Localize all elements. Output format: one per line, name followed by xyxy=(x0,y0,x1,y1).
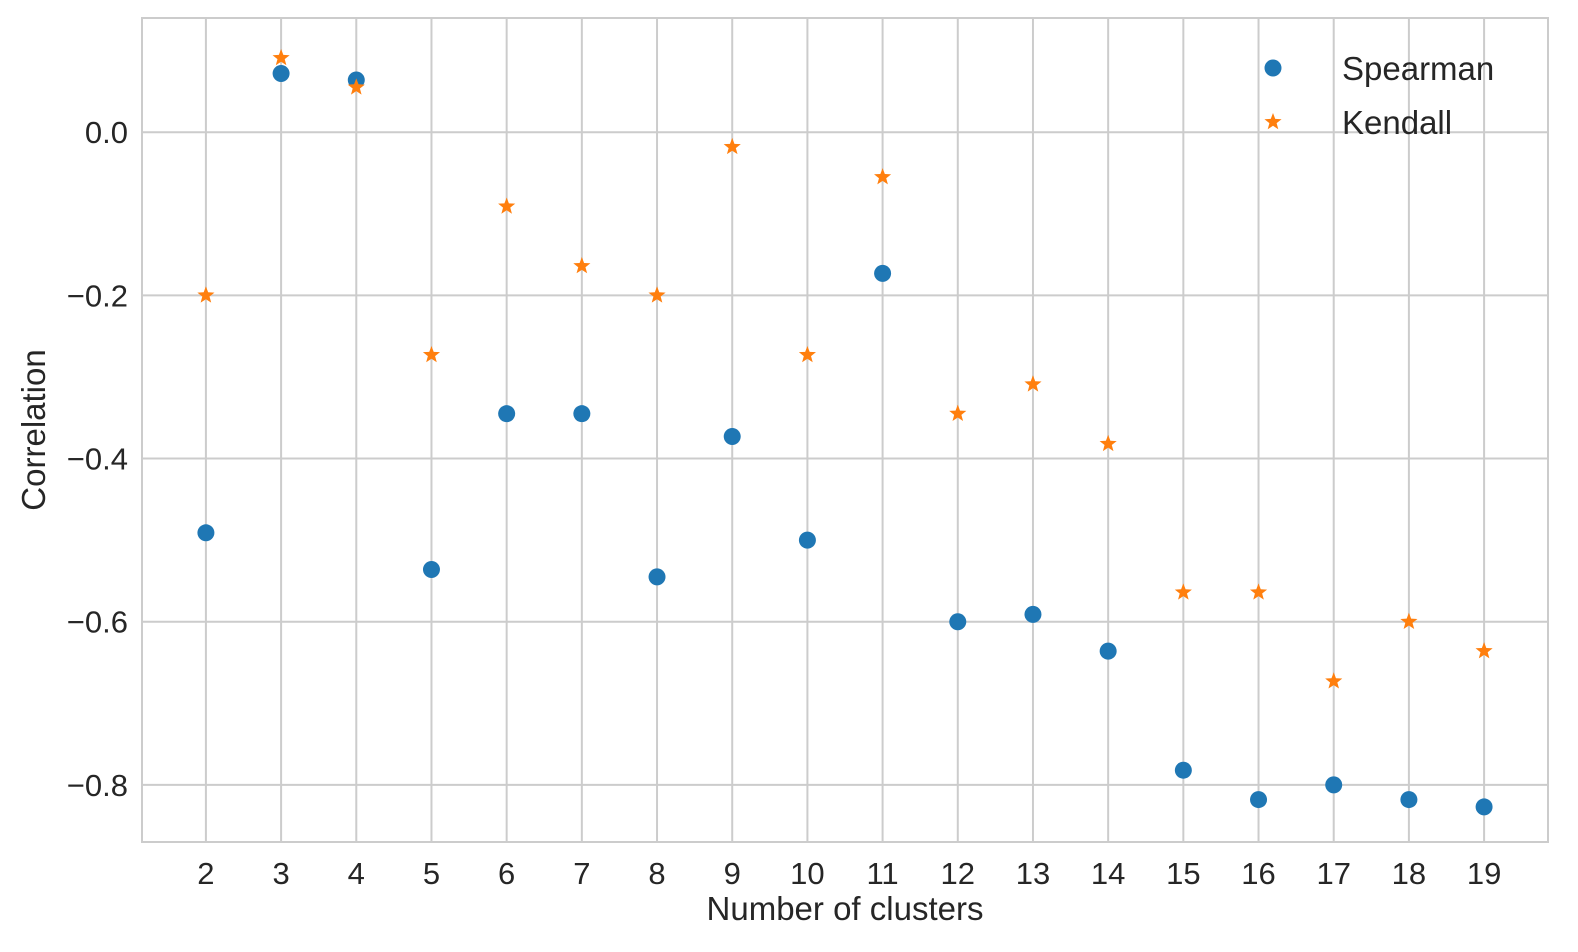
spearman-point xyxy=(1174,761,1192,779)
spearman-point xyxy=(798,531,816,549)
kendall-point xyxy=(347,78,365,95)
y-tick-label: −0.8 xyxy=(67,768,128,803)
x-axis-title: Number of clusters xyxy=(707,890,984,927)
kendall-point xyxy=(1249,583,1268,600)
plot-area xyxy=(142,18,1548,842)
y-axis-title: Correlation xyxy=(15,349,52,510)
x-tick-label: 12 xyxy=(941,856,975,891)
kendall-point xyxy=(422,345,441,363)
x-tick-label: 4 xyxy=(348,856,365,891)
series-layer xyxy=(197,48,1493,816)
spearman-point xyxy=(1250,791,1268,809)
kendall-point xyxy=(874,168,892,185)
x-tick-label: 16 xyxy=(1241,856,1275,891)
kendall-point xyxy=(648,286,666,303)
kendall-point xyxy=(1099,434,1117,452)
x-gridlines xyxy=(204,18,1486,842)
spearman-point xyxy=(1024,605,1042,623)
legend-marker-kendall xyxy=(1264,113,1282,130)
x-tick-labels: 2 3 4 5 6 7 8 9 10 11 12 13 14 15 16 17 18 19 xyxy=(197,856,1501,891)
kendall-point xyxy=(1174,583,1192,600)
kendall-point xyxy=(197,286,215,303)
x-tick-label: 11 xyxy=(866,856,898,891)
kendall-point xyxy=(573,257,591,274)
legend-marker-spearman xyxy=(1264,59,1282,77)
x-tick-label: 9 xyxy=(724,856,741,891)
x-tick-label: 7 xyxy=(573,856,590,891)
spearman-point xyxy=(272,64,290,82)
y-gridlines xyxy=(142,131,1548,786)
spearman-point xyxy=(498,405,516,423)
x-tick-label: 13 xyxy=(1016,856,1050,891)
x-tick-label: 5 xyxy=(423,856,440,891)
spearman-point xyxy=(422,561,440,579)
x-tick-label: 17 xyxy=(1316,856,1350,891)
y-tick-label: −0.2 xyxy=(67,278,128,313)
legend: Spearman Kendall xyxy=(1264,50,1494,141)
kendall-point xyxy=(723,137,741,155)
kendall-series xyxy=(197,48,1493,689)
spearman-series xyxy=(197,64,1493,816)
kendall-point xyxy=(272,48,290,66)
x-tick-label: 8 xyxy=(648,856,665,891)
y-tick-labels: 0.0 −0.2 −0.4 −0.6 −0.8 xyxy=(67,115,128,803)
x-tick-label: 3 xyxy=(272,856,289,891)
plot-frame xyxy=(141,17,1549,843)
kendall-point xyxy=(1400,612,1418,629)
x-tick-label: 6 xyxy=(498,856,515,891)
kendall-point xyxy=(1475,642,1493,659)
spearman-point xyxy=(1325,776,1343,794)
y-tick-label: −0.6 xyxy=(67,605,128,640)
x-tick-label: 2 xyxy=(197,856,214,891)
x-tick-label: 19 xyxy=(1467,856,1501,891)
spearman-point xyxy=(1400,791,1418,809)
kendall-point xyxy=(498,197,516,214)
spearman-point xyxy=(648,568,666,586)
spearman-point xyxy=(1099,642,1117,660)
spearman-point xyxy=(723,428,741,446)
y-tick-label: 0.0 xyxy=(85,115,128,150)
kendall-point xyxy=(798,345,816,363)
x-tick-label: 18 xyxy=(1392,856,1426,891)
kendall-point xyxy=(1024,375,1042,392)
spearman-point xyxy=(949,613,967,631)
spearman-point xyxy=(197,524,215,542)
kendall-point xyxy=(1325,672,1343,689)
legend-label-kendall: Kendall xyxy=(1342,104,1452,141)
x-tick-label: 10 xyxy=(790,856,824,891)
spearman-point xyxy=(874,264,892,282)
x-tick-label: 15 xyxy=(1166,856,1200,891)
kendall-point xyxy=(949,404,967,421)
spearman-point xyxy=(573,405,591,423)
spearman-point xyxy=(1475,798,1493,816)
legend-label-spearman: Spearman xyxy=(1342,50,1494,87)
x-tick-label: 14 xyxy=(1091,856,1125,891)
y-tick-label: −0.4 xyxy=(67,442,128,477)
